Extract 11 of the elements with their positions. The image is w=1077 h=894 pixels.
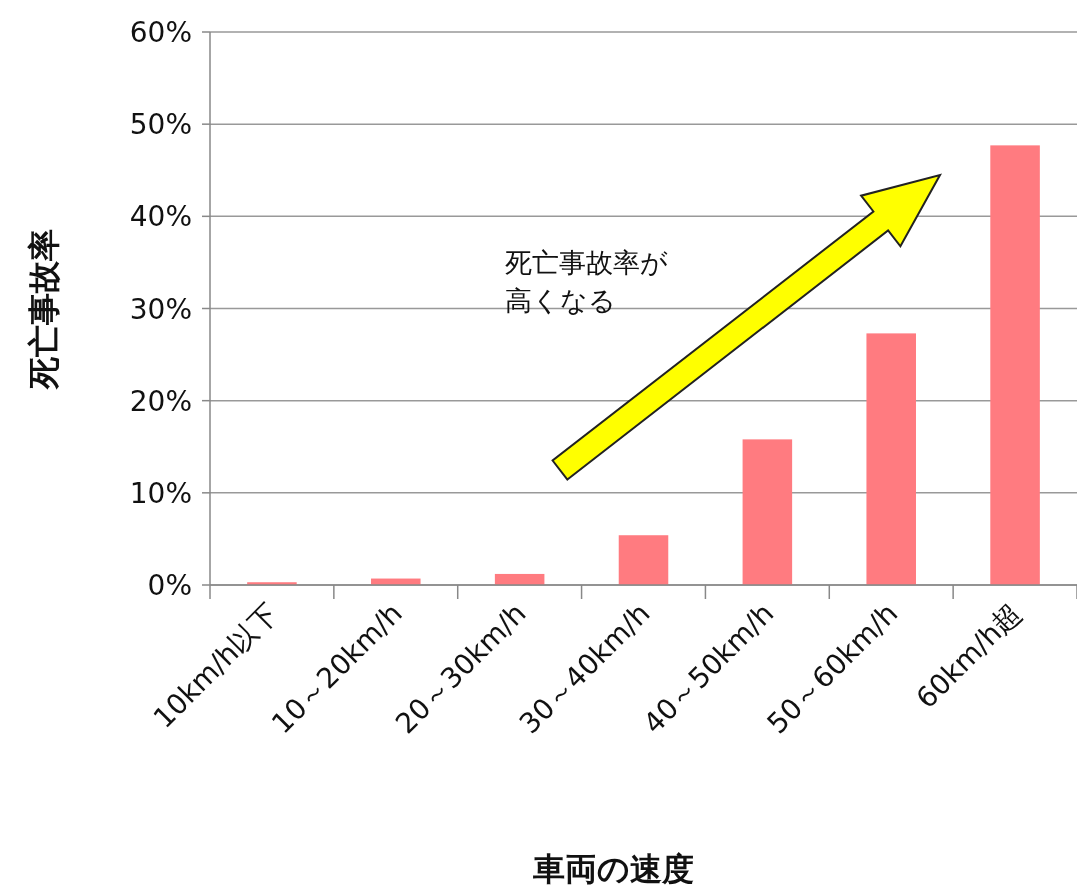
annotation: 死亡事故率が	[505, 247, 668, 278]
y-tick-label: 30%	[129, 292, 192, 326]
y-tick-label: 20%	[129, 384, 192, 418]
annotation: 高くなる	[505, 285, 616, 316]
y-tick-label: 60%	[129, 16, 192, 49]
y-tick-label: 10%	[129, 476, 192, 510]
y-tick-label: 40%	[129, 200, 192, 234]
y-axis-title: 死亡事故率	[25, 228, 63, 390]
y-tick-label: 0%	[147, 569, 192, 602]
y-tick-label: 50%	[129, 108, 192, 142]
x-axis-title: 車両の速度	[532, 850, 694, 888]
